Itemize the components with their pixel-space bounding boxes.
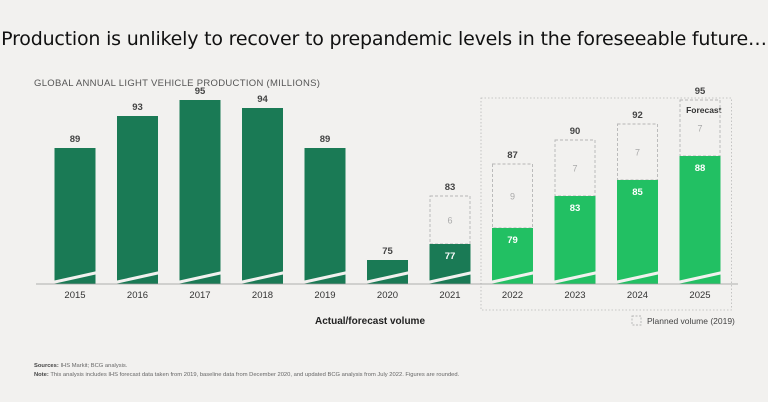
bar [117,116,158,284]
axis-break-mark [114,271,161,284]
sources-label: Sources: [34,363,59,369]
note-text: This analysis includes IHS forecast data… [50,371,460,378]
planned-bar [492,163,533,229]
inner-value-label: 88 [695,163,706,174]
value-label: 75 [382,246,393,257]
x-tick-label: 2018 [252,290,273,301]
chart-title: GLOBAL ANNUAL LIGHT VEHICLE PRODUCTION (… [34,78,321,89]
bar [54,148,96,284]
value-label: 95 [695,86,706,97]
value-label: 89 [320,134,331,145]
x-tick-label: 2021 [439,290,460,301]
bar [179,100,221,284]
value-label: 83 [445,182,456,193]
value-label: 95 [195,86,206,97]
x-tick-label: 2019 [314,290,335,301]
value-label: 93 [132,102,143,113]
bar [554,196,596,284]
note-label: Note: [34,371,49,378]
x-tick-label: 2020 [377,290,398,301]
bar [242,108,283,284]
x-tick-label: 2023 [564,290,585,301]
inner-value-label: 85 [632,187,643,198]
x-axis-label: Actual/forecast volume [315,316,425,327]
inner-value-label: 77 [445,251,456,262]
axis-break-mark [177,271,223,284]
page-title: Production is unlikely to recover to pre… [1,28,767,50]
axis-break-mark [364,271,411,284]
gap-label: 9 [510,192,515,202]
value-label: 89 [70,134,81,145]
axis-break-mark [677,271,723,284]
axis-break-mark [489,271,536,284]
x-tick-label: 2017 [189,290,210,301]
gap-label: 6 [447,216,452,226]
axis-break-mark [427,271,473,284]
x-tick-label: 2025 [689,290,710,301]
x-tick-label: 2024 [627,290,648,301]
value-label: 87 [507,150,518,161]
gap-label: 7 [572,164,577,174]
forecast-label: Forecast [686,105,722,115]
value-label: 92 [632,110,643,121]
value-label: 90 [570,126,581,137]
legend-label: Planned volume (2019) [647,316,735,326]
bar [304,148,346,284]
bar [679,156,721,284]
x-tick-label: 2022 [502,290,523,301]
sources-text: IHS Markit; BCG analysis. [60,363,128,369]
x-tick-label: 2015 [64,290,85,301]
legend-swatch [631,315,642,326]
axis-break-mark [239,271,286,284]
axis-break-mark [614,271,661,284]
forecast-region [480,97,732,311]
inner-value-label: 83 [570,203,581,214]
axis-break-mark [52,271,98,284]
gap-label: 7 [697,124,702,134]
x-tick-label: 2016 [127,290,148,301]
axis-break-mark [552,271,598,284]
gap-label: 7 [635,148,640,158]
sources-note: Sources: IHS Markit; BCG analysis. Note:… [34,362,459,379]
inner-value-label: 79 [507,235,518,246]
bar [617,180,658,284]
value-label: 94 [257,94,268,105]
axis-break-mark [302,271,348,284]
